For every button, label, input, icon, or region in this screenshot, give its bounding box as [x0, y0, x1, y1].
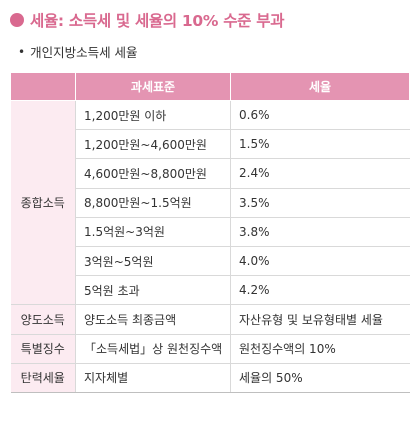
rate-cell: 4.0%: [230, 245, 410, 277]
table-caption: • 개인지방소득세 세율: [18, 42, 138, 61]
header-standard: 과세표준: [75, 72, 231, 101]
table-row: 5억원 초과 4.2%: [11, 275, 410, 306]
header-blank: [10, 72, 76, 101]
rate-cell: 3.5%: [230, 187, 410, 218]
standard-cell: 1,200만원~4,600만원: [75, 129, 231, 160]
standard-cell: 3억원~5억원: [75, 245, 231, 277]
table-row: 1.5억원~3억원 3.8%: [11, 216, 410, 247]
rate-cell: 원천징수액의 10%: [230, 333, 410, 364]
category-cell: 종합소득: [10, 99, 76, 306]
rate-cell: 세율의 50%: [230, 362, 410, 393]
tax-rate-table: 과세표준 세율 종합소득 1,200만원 이하 0.6% 1,200만원~4,6…: [10, 72, 410, 393]
section-title: 세율: 소득세 및 세율의 10% 수준 부과: [10, 9, 284, 31]
category-cell: 양도소득: [10, 304, 76, 335]
title-text: 세율: 소득세 및 세율의 10% 수준 부과: [30, 12, 285, 30]
standard-cell: 5억원 초과: [75, 275, 231, 306]
rate-cell: 자산유형 및 보유형태별 세율: [230, 304, 410, 335]
standard-cell: 1.5억원~3억원: [75, 216, 231, 247]
rate-cell: 4.2%: [230, 275, 410, 306]
standard-cell: 1,200만원 이하: [75, 99, 231, 131]
bullet-icon: •: [18, 44, 26, 59]
header-rate: 세율: [230, 72, 410, 101]
circle-bullet-icon: [10, 13, 24, 27]
standard-cell: 「소득세법」상 원천징수액: [75, 333, 231, 364]
table-header-row: 과세표준 세율: [10, 72, 410, 101]
table-row: 4,600만원~8,800만원 2.4%: [11, 158, 410, 189]
standard-cell: 지자체별: [75, 362, 231, 393]
table-row: 1,200만원~4,600만원 1.5%: [11, 129, 410, 160]
standard-cell: 8,800만원~1.5억원: [75, 187, 231, 218]
category-cell: 특별징수: [10, 333, 76, 364]
table-row: 양도소득 양도소득 최종금액 자산유형 및 보유형태별 세율: [10, 304, 410, 335]
rate-cell: 2.4%: [230, 158, 410, 189]
table-row: 종합소득 1,200만원 이하 0.6%: [10, 99, 410, 306]
subtitle-text: 개인지방소득세 세율: [30, 45, 138, 60]
standard-cell: 4,600만원~8,800만원: [75, 158, 231, 189]
standard-cell: 양도소득 최종금액: [75, 304, 231, 335]
rate-cell: 1.5%: [230, 129, 410, 160]
rate-cell: 3.8%: [230, 216, 410, 247]
rate-cell: 0.6%: [230, 99, 410, 131]
table-row: 특별징수 「소득세법」상 원천징수액 원천징수액의 10%: [10, 333, 410, 364]
category-cell: 탄력세율: [10, 362, 76, 393]
table-row: 탄력세율 지자체별 세율의 50%: [10, 362, 410, 393]
